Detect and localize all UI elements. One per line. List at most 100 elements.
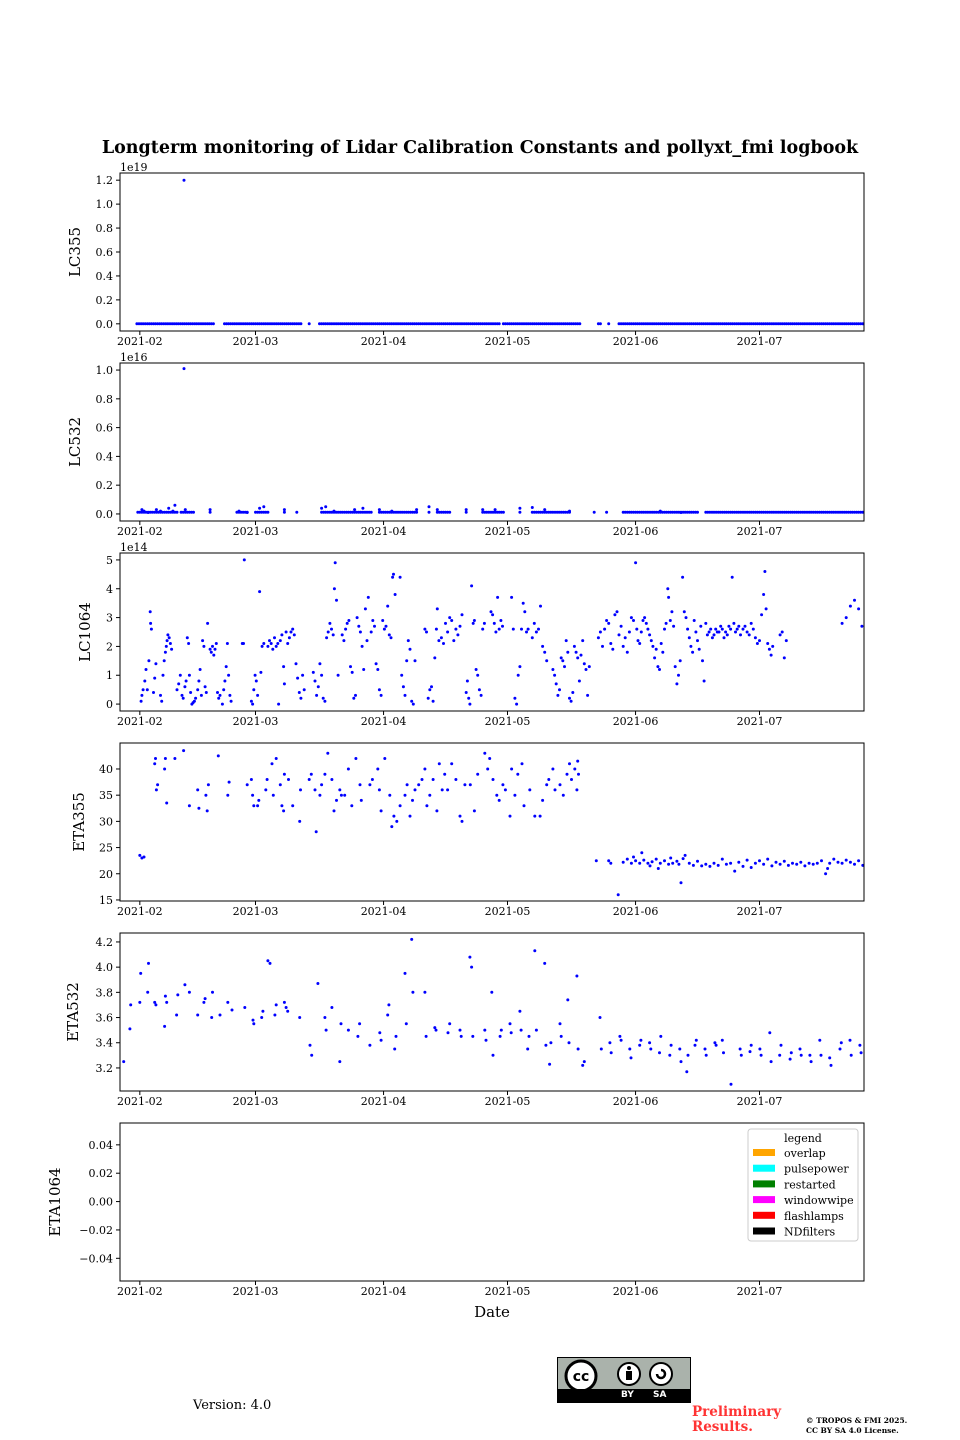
data-point: [204, 793, 208, 797]
data-point: [176, 993, 180, 997]
y-axis-label: ETA532: [64, 982, 82, 1042]
data-point: [444, 510, 447, 514]
data-point: [175, 1013, 179, 1017]
data-point: [313, 788, 317, 792]
data-point: [834, 510, 838, 514]
data-point: [486, 767, 490, 771]
data-point: [730, 575, 734, 579]
data-point: [391, 575, 395, 579]
data-point: [809, 322, 813, 326]
data-point: [677, 862, 681, 866]
data-point: [468, 322, 472, 326]
data-point: [210, 1016, 214, 1019]
data-point: [569, 699, 573, 703]
data-point: [350, 670, 354, 674]
data-point: [559, 322, 563, 326]
y-tick-label: 0.00: [89, 1196, 114, 1209]
data-point: [358, 630, 362, 634]
y-tick-label: 3: [106, 612, 113, 625]
copyright-notice: © TROPOS & FMI 2025. CC BY SA 4.0 Licens…: [806, 1416, 907, 1436]
data-point: [770, 864, 774, 868]
data-point: [782, 859, 786, 863]
data-point: [702, 322, 706, 326]
data-point: [764, 607, 768, 611]
data-point: [648, 1041, 652, 1045]
data-point: [379, 693, 383, 697]
data-point: [217, 696, 221, 700]
data-point: [725, 633, 729, 637]
data-point: [474, 668, 478, 671]
data-point: [467, 696, 471, 700]
data-point: [679, 511, 683, 514]
data-point: [222, 688, 226, 692]
x-tick-label: 2021-06: [613, 525, 659, 538]
data-point: [458, 624, 462, 628]
data-point: [673, 665, 677, 669]
data-point: [278, 783, 282, 787]
data-point: [139, 699, 143, 703]
data-point: [799, 860, 803, 864]
data-point: [336, 510, 340, 514]
data-point: [321, 696, 325, 700]
data-point: [260, 644, 264, 648]
data-point: [861, 510, 864, 514]
data-point: [696, 639, 699, 643]
data-point: [849, 1053, 853, 1057]
data-point: [568, 509, 571, 513]
data-point: [741, 864, 745, 868]
data-point: [291, 627, 295, 631]
data-point: [346, 510, 350, 514]
data-point: [481, 322, 485, 326]
data-point: [682, 610, 686, 614]
data-point: [229, 322, 233, 326]
data-point: [658, 668, 661, 671]
data-point: [769, 653, 773, 657]
data-point: [581, 639, 585, 643]
data-point: [664, 621, 668, 625]
data-point: [282, 322, 286, 326]
data-point: [575, 788, 579, 792]
data-point: [729, 861, 733, 865]
data-point: [576, 656, 580, 660]
data-point: [401, 685, 405, 689]
data-point: [458, 1028, 462, 1032]
data-point: [826, 867, 830, 870]
data-point: [384, 322, 388, 326]
data-point: [665, 510, 668, 514]
data-point: [471, 1034, 475, 1038]
data-point: [607, 859, 611, 863]
data-point: [745, 510, 749, 514]
data-point: [328, 621, 332, 625]
data-point: [846, 322, 850, 326]
data-point: [611, 647, 615, 651]
data-point: [663, 627, 666, 631]
data-point: [518, 510, 522, 514]
data-point: [658, 322, 662, 326]
x-tick-label: 2021-06: [613, 335, 659, 348]
data-point: [435, 809, 439, 813]
data-point: [148, 610, 152, 614]
data-point: [299, 322, 303, 326]
y-tick-label: 35: [99, 789, 113, 802]
data-point: [448, 510, 452, 514]
data-point: [476, 673, 480, 677]
data-point: [685, 510, 689, 514]
y-axis-label: ETA1064: [46, 1167, 64, 1236]
data-point: [545, 510, 549, 514]
legend-label-pulsepower: pulsepower: [784, 1163, 849, 1176]
data-point: [448, 1022, 452, 1026]
data-point: [398, 804, 402, 808]
data-point: [189, 322, 193, 326]
data-point: [182, 322, 186, 326]
data-point: [778, 862, 782, 866]
data-point: [724, 510, 728, 514]
y-tick-label: 15: [99, 894, 113, 907]
data-point: [214, 642, 218, 645]
data-point: [163, 757, 167, 760]
data-point: [846, 510, 850, 514]
data-point: [220, 702, 224, 706]
data-point: [762, 593, 766, 596]
data-point: [819, 1053, 823, 1057]
data-point: [848, 860, 852, 864]
data-point: [153, 676, 157, 680]
